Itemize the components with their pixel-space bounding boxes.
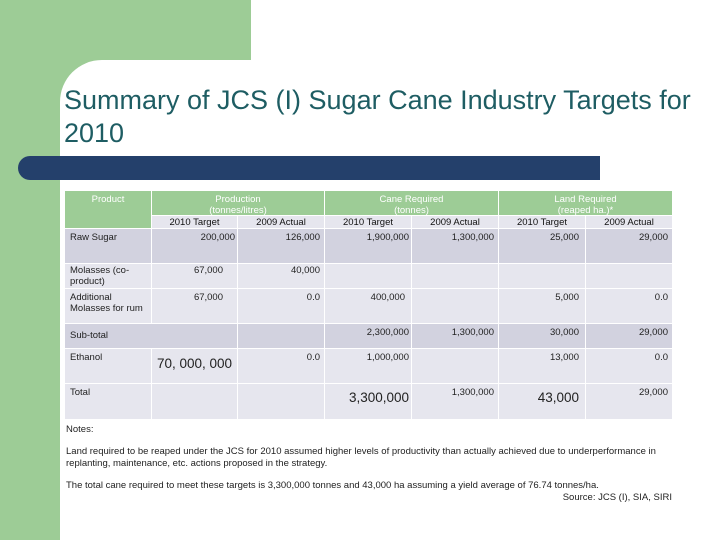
notes-line-2: The total cane required to meet these ta… (66, 480, 599, 491)
header-prod-target: 2010 Target (152, 216, 237, 228)
row-subtotal-land-actual: 29,000 (586, 324, 672, 348)
summary-table: Product Production (tonnes/litres) Cane … (65, 191, 672, 419)
row-molasses-label: Molasses (co-product) (65, 264, 151, 288)
row-ethanol-land-actual: 0.0 (586, 349, 672, 383)
row-subtotal-land-target: 30,000 (499, 324, 585, 348)
row-total-land-actual: 29,000 (586, 384, 672, 419)
row-molasses-cane-actual (412, 264, 498, 288)
row-additional-cane-target: 400,000 (325, 289, 411, 323)
row-total-prod-target (152, 384, 237, 419)
row-subtotal-cane-actual: 1,300,000 (412, 324, 498, 348)
row-subtotal-prod-actual (238, 324, 324, 348)
row-molasses-prod-target: 67,000 (152, 264, 237, 288)
row-total-prod-actual (238, 384, 324, 419)
row-ethanol-cane-actual (412, 349, 498, 383)
row-molasses-land-actual (586, 264, 672, 288)
header-land-target: 2010 Target (499, 216, 585, 228)
row-ethanol-label: Ethanol (65, 349, 151, 383)
row-raw-sugar-prod-actual: 126,000 (238, 229, 324, 263)
header-cane: Cane Required (tonnes) (325, 191, 498, 216)
row-raw-sugar-cane-actual: 1,300,000 (412, 229, 498, 263)
header-cane-actual: 2009 Actual (412, 216, 498, 228)
row-additional-label: Additional Molasses for rum (65, 289, 151, 323)
header-product: Product (65, 191, 151, 228)
notes-section: Notes: Land required to be reaped under … (66, 424, 672, 504)
row-total-cane-target: 3,300,000 (325, 384, 411, 419)
row-additional-land-target: 5,000 (499, 289, 585, 323)
row-molasses-prod-actual: 40,000 (238, 264, 324, 288)
row-raw-sugar-label: Raw Sugar (65, 229, 151, 263)
header-land: Land Required (reaped ha.)* (499, 191, 672, 216)
row-molasses-cane-target (325, 264, 411, 288)
row-total-cane-actual: 1,300,000 (412, 384, 498, 419)
row-raw-sugar-land-actual: 29,000 (586, 229, 672, 263)
row-total-land-target: 43,000 (499, 384, 585, 419)
row-additional-land-actual: 0.0 (586, 289, 672, 323)
row-molasses-land-target (499, 264, 585, 288)
row-subtotal-label: Sub-total (65, 324, 237, 348)
title-divider-bar (18, 156, 600, 180)
header-production: Production (tonnes/litres) (152, 191, 324, 216)
row-additional-prod-target: 67,000 (152, 289, 237, 323)
notes-line-1: Land required to be reaped under the JCS… (66, 446, 656, 469)
row-ethanol-prod-actual: 0.0 (238, 349, 324, 383)
row-additional-prod-actual: 0.0 (238, 289, 324, 323)
source-citation: Source: JCS (I), SIA, SIRI (562, 492, 672, 503)
notes-heading: Notes: (66, 424, 94, 435)
row-total-label: Total (65, 384, 151, 419)
row-subtotal-cane-target: 2,300,000 (325, 324, 411, 348)
row-ethanol-land-target: 13,000 (499, 349, 585, 383)
header-prod-actual: 2009 Actual (238, 216, 324, 228)
row-ethanol-cane-target: 1,000,000 (325, 349, 411, 383)
slide-title: Summary of JCS (I) Sugar Cane Industry T… (64, 85, 691, 148)
row-raw-sugar-land-target: 25,000 (499, 229, 585, 263)
row-raw-sugar-prod-target: 200,000 (152, 229, 237, 263)
row-ethanol-prod-target: 70, 000, 000 (152, 349, 237, 383)
header-cane-target: 2010 Target (325, 216, 411, 228)
row-additional-cane-actual (412, 289, 498, 323)
row-raw-sugar-cane-target: 1,900,000 (325, 229, 411, 263)
header-land-actual: 2009 Actual (586, 216, 672, 228)
